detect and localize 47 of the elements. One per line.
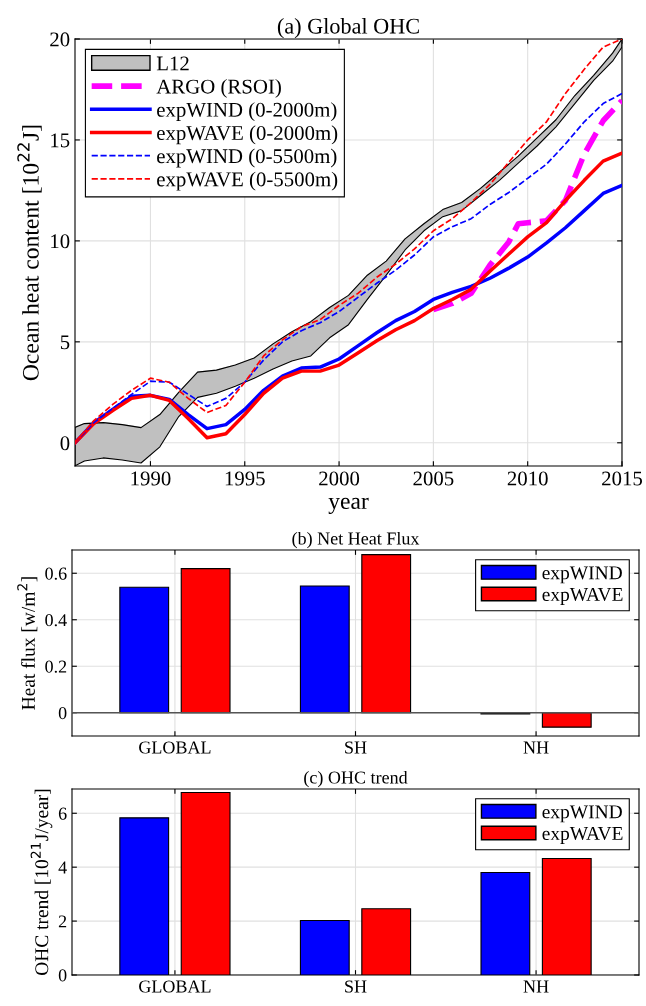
chart-title: (b) Net Heat Flux xyxy=(292,531,420,549)
x-tick-label: SH xyxy=(345,980,367,993)
legend-label: expWAVE (0-5500m) xyxy=(157,171,338,191)
x-tick-label: NH xyxy=(523,741,549,754)
y-tick-label: 0 xyxy=(60,436,70,451)
x-tick-label: SH xyxy=(345,741,367,754)
legend-label: expWIND (0-5500m) xyxy=(157,148,337,168)
y-tick-label: 15 xyxy=(51,133,70,148)
bar xyxy=(180,568,231,714)
y-tick-label: 0.6 xyxy=(45,567,67,580)
x-tick-label: 1995 xyxy=(225,471,265,486)
y-axis-title: Ocean heat content [10$^{22}$J] xyxy=(17,125,42,381)
chart-title: (c) OHC trend xyxy=(304,770,408,788)
y-tick-label: 0 xyxy=(58,707,67,720)
y-tick-label: 4 xyxy=(58,861,67,874)
x-tick-label: 2015 xyxy=(602,471,643,486)
x-axis-title: year xyxy=(328,497,369,514)
legend-label: expWAVE (0-2000m) xyxy=(157,125,338,145)
y-tick-label: 0 xyxy=(58,969,67,982)
bar xyxy=(541,712,592,728)
legend-label: expWAVE xyxy=(542,826,623,844)
legend-label: expWAVE xyxy=(542,587,623,605)
x-tick-label: NH xyxy=(523,980,549,993)
y-tick-label: 5 xyxy=(60,335,70,350)
x-tick-label: 2005 xyxy=(413,471,454,486)
y-tick-label: 6 xyxy=(58,807,67,820)
legend-label: ARGO (RSOI) xyxy=(156,78,281,98)
y-tick-label: 20 xyxy=(50,32,70,47)
x-tick-label: GLOBAL xyxy=(139,741,211,754)
y-tick-label: 0.2 xyxy=(45,660,67,673)
legend-label: L12 xyxy=(156,56,189,71)
legend-label: expWIND (0-2000m) xyxy=(157,102,337,122)
legend-label: expWIND xyxy=(542,805,622,823)
bar xyxy=(361,554,412,714)
y-tick-label: 2 xyxy=(58,915,67,928)
y-axis-title: Heat flux [w/m$^{2}$] xyxy=(17,577,38,710)
bar xyxy=(299,585,350,714)
chart-title: (a) Global OHC xyxy=(277,18,419,39)
x-tick-label: 1990 xyxy=(131,471,171,486)
y-tick-label: 0.4 xyxy=(45,614,67,627)
y-tick-label: 10 xyxy=(51,234,70,249)
x-tick-label: 2000 xyxy=(319,471,360,486)
x-tick-label: GLOBAL xyxy=(139,980,211,993)
x-tick-label: 2010 xyxy=(507,471,548,486)
y-axis-title: OHC trend [10$^{21}$J/year] xyxy=(30,789,53,976)
bar xyxy=(119,586,170,714)
legend-label: expWIND xyxy=(542,566,622,584)
